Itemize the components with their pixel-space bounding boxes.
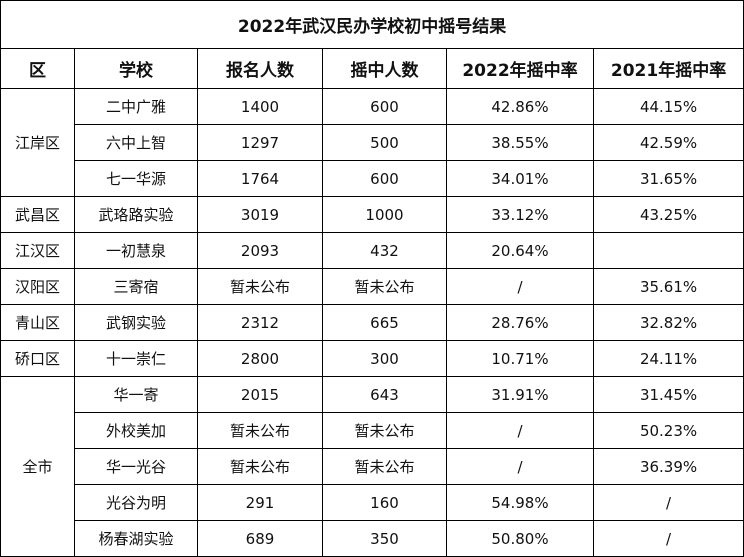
header-applicants: 报名人数 — [197, 48, 323, 89]
rate-2021-cell: 31.45% — [592, 376, 744, 413]
header-rate-2022: 2022年摇中率 — [446, 48, 594, 89]
selected-cell: 432 — [322, 232, 447, 269]
selected-cell: 643 — [322, 376, 447, 413]
selected-cell: 1000 — [322, 196, 447, 233]
selected-cell: 665 — [322, 304, 447, 341]
selected-cell: 暂未公布 — [322, 412, 447, 449]
rate-2021-cell: / — [592, 520, 744, 557]
rate-2022-cell: 38.55% — [446, 124, 594, 161]
applicants-cell: 2015 — [197, 376, 323, 413]
district-cell: 青山区 — [0, 304, 75, 341]
selected-cell: 350 — [322, 520, 447, 557]
rate-2021-cell: 31.65% — [592, 160, 744, 197]
rate-2021-cell: 24.11% — [592, 340, 744, 377]
selected-cell: 暂未公布 — [322, 268, 447, 305]
district-cell: 江岸区 — [0, 88, 75, 197]
district-cell: 汉阳区 — [0, 268, 75, 305]
table-row: 全市 华一寄 2015 643 31.91% 31.45% — [0, 376, 744, 557]
school-cell: 外校美加 — [74, 412, 198, 449]
rate-2022-cell: 31.91% — [446, 376, 594, 413]
table-row: 江汉区 一初慧泉 2093 432 20.64% — [0, 232, 744, 269]
rate-2022-cell: / — [446, 448, 594, 485]
rate-2022-cell: 34.01% — [446, 160, 594, 197]
rate-2022-cell: 20.64% — [446, 232, 594, 269]
title-row: 2022年武汉民办学校初中摇号结果 — [0, 0, 744, 49]
header-selected: 摇中人数 — [322, 48, 447, 89]
table-row: 汉阳区 三寄宿 暂未公布 暂未公布 / 35.61% — [0, 268, 744, 305]
rate-2021-cell: 43.25% — [592, 196, 744, 233]
rate-2021-cell: 42.59% — [592, 124, 744, 161]
school-cell: 六中上智 — [74, 124, 198, 161]
rate-2021-cell: 44.15% — [592, 88, 744, 125]
table-row: 青山区 武钢实验 2312 665 28.76% 32.82% — [0, 304, 744, 341]
rate-2021-cell — [592, 232, 744, 269]
selected-cell: 600 — [322, 88, 447, 125]
applicants-cell: 2800 — [197, 340, 323, 377]
rate-2022-cell: / — [446, 268, 594, 305]
district-cell: 全市 — [0, 376, 75, 557]
table-row: 硚口区 十一崇仁 2800 300 10.71% 24.11% — [0, 340, 744, 377]
header-district: 区 — [0, 48, 75, 89]
applicants-cell: 2093 — [197, 232, 323, 269]
school-cell: 华一光谷 — [74, 448, 198, 485]
selected-cell: 500 — [322, 124, 447, 161]
table-row: 光谷为明 291 160 54.98% / — [1, 484, 744, 521]
table-row: 江岸区 二中广雅 1400 600 42.86% 44.15% — [0, 88, 744, 197]
table-row: 杨春湖实验 689 350 50.80% / — [1, 520, 744, 557]
rate-2022-cell: 54.98% — [446, 484, 594, 521]
district-cell: 武昌区 — [0, 196, 75, 233]
table-row: 外校美加 暂未公布 暂未公布 / 50.23% — [1, 412, 744, 449]
table-row: 华一光谷 暂未公布 暂未公布 / 36.39% — [1, 448, 744, 485]
header-rate-2021: 2021年摇中率 — [592, 48, 744, 89]
school-cell: 华一寄 — [74, 376, 198, 413]
selected-cell: 160 — [322, 484, 447, 521]
rate-2022-cell: 50.80% — [446, 520, 594, 557]
applicants-cell: 暂未公布 — [197, 268, 323, 305]
school-cell: 十一崇仁 — [74, 340, 198, 377]
rate-2022-cell: 28.76% — [446, 304, 594, 341]
district-cell: 江汉区 — [0, 232, 75, 269]
rate-2022-cell: / — [446, 412, 594, 449]
rate-2021-cell: 50.23% — [592, 412, 744, 449]
school-cell: 三寄宿 — [74, 268, 198, 305]
applicants-cell: 291 — [197, 484, 323, 521]
selected-cell: 300 — [322, 340, 447, 377]
rate-2022-cell: 42.86% — [446, 88, 594, 125]
applicants-cell: 暂未公布 — [197, 412, 323, 449]
rate-2021-cell: 35.61% — [592, 268, 744, 305]
school-cell: 一初慧泉 — [74, 232, 198, 269]
rate-2021-cell: 36.39% — [592, 448, 744, 485]
applicants-cell: 3019 — [197, 196, 323, 233]
school-cell: 杨春湖实验 — [74, 520, 198, 557]
school-cell: 七一华源 — [74, 160, 198, 197]
rate-2021-cell: 32.82% — [592, 304, 744, 341]
applicants-cell: 689 — [197, 520, 323, 557]
applicants-cell: 1400 — [197, 88, 323, 125]
school-cell: 二中广雅 — [74, 88, 198, 125]
rate-2022-cell: 33.12% — [446, 196, 594, 233]
selected-cell: 600 — [322, 160, 447, 197]
header-school: 学校 — [74, 48, 198, 89]
district-cell: 硚口区 — [0, 340, 75, 377]
selected-cell: 暂未公布 — [322, 448, 447, 485]
school-cell: 武钢实验 — [74, 304, 198, 341]
applicants-cell: 1297 — [197, 124, 323, 161]
applicants-cell: 暂未公布 — [197, 448, 323, 485]
applicants-cell: 1764 — [197, 160, 323, 197]
rate-2022-cell: 10.71% — [446, 340, 594, 377]
table-row: 七一华源 1764 600 34.01% 31.65% — [1, 160, 744, 197]
rate-2021-cell: / — [592, 484, 744, 521]
school-cell: 武珞路实验 — [74, 196, 198, 233]
header-row: 区 学校 报名人数 摇中人数 2022年摇中率 2021年摇中率 — [0, 48, 744, 89]
table-row: 六中上智 1297 500 38.55% 42.59% — [1, 124, 744, 161]
table-row: 武昌区 武珞路实验 3019 1000 33.12% 43.25% — [0, 196, 744, 233]
school-cell: 光谷为明 — [74, 484, 198, 521]
applicants-cell: 2312 — [197, 304, 323, 341]
table-title: 2022年武汉民办学校初中摇号结果 — [0, 0, 744, 49]
